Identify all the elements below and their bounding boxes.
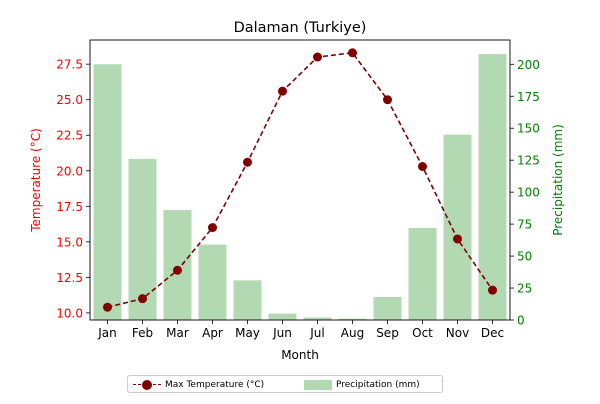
right-y-tick-label: 125 — [517, 154, 540, 168]
temperature-point — [138, 294, 147, 304]
legend-item-temperature: Max Temperature (°C) — [133, 378, 264, 392]
right-y-tick-label: 25 — [517, 282, 532, 296]
temperature-point — [278, 86, 287, 96]
precipitation-bar — [198, 244, 227, 320]
right-y-tick-label: 50 — [517, 250, 532, 264]
x-tick-label: Oct — [412, 326, 433, 340]
temperature-point — [313, 52, 322, 62]
temperature-point — [208, 223, 217, 233]
plot-frame — [89, 39, 511, 321]
right-y-tick-label: 200 — [517, 58, 540, 72]
left-y-axis-label: Temperature (°C) — [29, 128, 43, 233]
x-tick-label: Jun — [272, 326, 292, 340]
x-tick-label: Mar — [166, 326, 189, 340]
chart-title: Dalaman (Turkiye) — [234, 20, 367, 36]
legend: Max Temperature (°C) Precipitation (mm) — [127, 375, 443, 393]
right-y-tick-label: 175 — [517, 90, 540, 104]
left-y-tick-label: 17.5 — [56, 200, 83, 214]
precipitation-bar — [478, 54, 507, 320]
left-y-axis: 10.0 12.5 15.0 17.5 20.0 22.5 25.0 27.5 — [56, 58, 90, 320]
legend-line-swatch — [133, 379, 161, 391]
x-tick-label: Sep — [376, 326, 399, 340]
temperature-point — [173, 265, 182, 275]
right-y-tick-label: 75 — [517, 218, 532, 232]
precipitation-bar — [233, 280, 262, 320]
temperature-point — [243, 157, 252, 167]
temperature-point — [348, 48, 357, 58]
x-tick-label: Apr — [202, 326, 223, 340]
legend-bar-swatch — [304, 380, 332, 390]
left-y-tick-label: 22.5 — [56, 129, 83, 143]
precipitation-bar — [268, 313, 297, 320]
temperature-point — [383, 95, 392, 105]
precipitation-bar — [443, 134, 472, 320]
left-y-tick-label: 20.0 — [56, 164, 83, 178]
x-axis: Jan Feb Mar Apr May Jun Jul Aug Sep Oct Nov Dec — [97, 320, 504, 340]
left-y-tick-label: 15.0 — [56, 235, 83, 249]
x-tick-label: Feb — [132, 326, 153, 340]
precipitation-bar — [408, 227, 437, 320]
temperature-line — [103, 48, 497, 312]
x-tick-label: Dec — [481, 326, 504, 340]
temperature-point — [488, 285, 497, 295]
right-y-axis-label: Precipitation (mm) — [551, 124, 565, 236]
temperature-point — [453, 234, 462, 244]
x-tick-label: Jul — [309, 326, 324, 340]
right-y-axis: 0 25 50 75 100 125 150 175 200 — [510, 58, 540, 328]
left-y-tick-label: 10.0 — [56, 306, 83, 320]
precipitation-bars — [93, 54, 507, 320]
precipitation-bar — [373, 296, 402, 320]
temperature-point — [418, 161, 427, 171]
x-tick-label: Aug — [341, 326, 364, 340]
precipitation-bar — [163, 210, 192, 320]
precipitation-bar — [93, 64, 122, 320]
left-y-tick-label: 25.0 — [56, 93, 83, 107]
x-axis-label: Month — [281, 348, 319, 362]
x-tick-label: Jan — [97, 326, 117, 340]
temperature-series-line — [107, 51, 494, 308]
legend-label-temperature: Max Temperature (°C) — [165, 380, 265, 390]
temperature-point — [103, 302, 112, 312]
precipitation-bar — [303, 317, 332, 320]
x-tick-label: Nov — [446, 326, 469, 340]
legend-label-precipitation: Precipitation (mm) — [336, 380, 420, 390]
x-tick-label: May — [235, 326, 260, 340]
right-y-tick-label: 0 — [517, 314, 525, 328]
right-y-tick-label: 100 — [517, 186, 540, 200]
left-y-tick-label: 27.5 — [56, 58, 83, 72]
left-y-tick-label: 12.5 — [56, 271, 83, 285]
legend-item-precipitation: Precipitation (mm) — [304, 378, 420, 392]
right-y-tick-label: 150 — [517, 122, 540, 136]
precipitation-bar — [128, 158, 157, 320]
precipitation-bar — [338, 318, 367, 320]
